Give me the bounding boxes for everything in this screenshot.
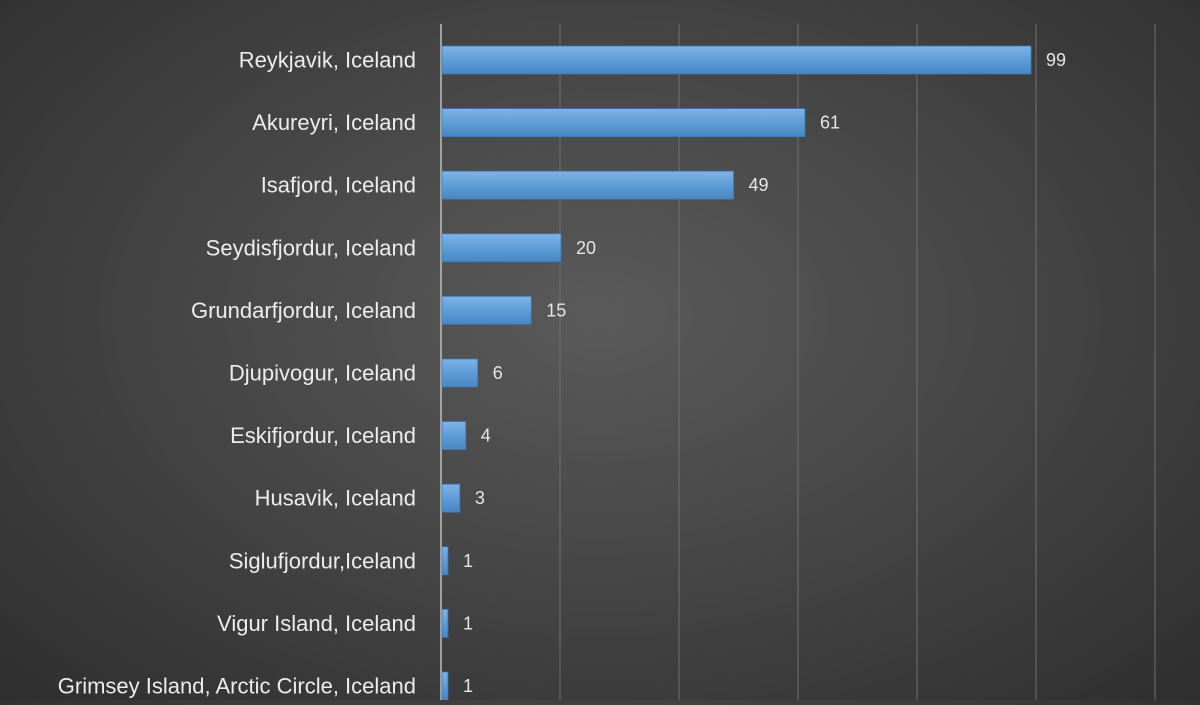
bar <box>441 483 461 513</box>
bar <box>441 358 479 388</box>
bar <box>441 421 467 451</box>
value-label: 4 <box>481 426 491 446</box>
value-label: 1 <box>463 551 473 571</box>
value-label: 49 <box>749 175 769 195</box>
value-label: 1 <box>463 676 473 696</box>
value-label: 15 <box>546 300 566 320</box>
bar <box>441 671 449 701</box>
category-label: Grundarfjordur, Iceland <box>191 298 416 323</box>
category-label: Isafjord, Iceland <box>261 173 416 198</box>
category-label: Seydisfjordur, Iceland <box>206 235 416 260</box>
value-label: 1 <box>463 613 473 633</box>
bar <box>441 609 449 638</box>
category-label: Djupivogur, Iceland <box>229 361 416 386</box>
category-label: Reykjavik, Iceland <box>239 48 416 73</box>
category-label: Eskifjordur, Iceland <box>230 423 416 448</box>
category-label: Husavik, Iceland <box>255 486 416 511</box>
bar <box>441 108 806 137</box>
bar <box>441 233 562 263</box>
value-label: 6 <box>493 363 503 383</box>
value-label: 3 <box>475 488 485 508</box>
category-label: Siglufjordur,Iceland <box>229 548 416 573</box>
value-label: 99 <box>1046 50 1066 70</box>
bar <box>441 295 532 325</box>
category-label: Vigur Island, Iceland <box>217 611 416 636</box>
value-label: 61 <box>820 113 840 133</box>
bar <box>441 546 449 576</box>
category-label: Akureyri, Iceland <box>252 110 416 135</box>
bar <box>441 170 734 200</box>
value-label: 20 <box>576 238 596 258</box>
category-label: Grimsey Island, Arctic Circle, Iceland <box>58 674 416 699</box>
bar <box>441 45 1032 75</box>
